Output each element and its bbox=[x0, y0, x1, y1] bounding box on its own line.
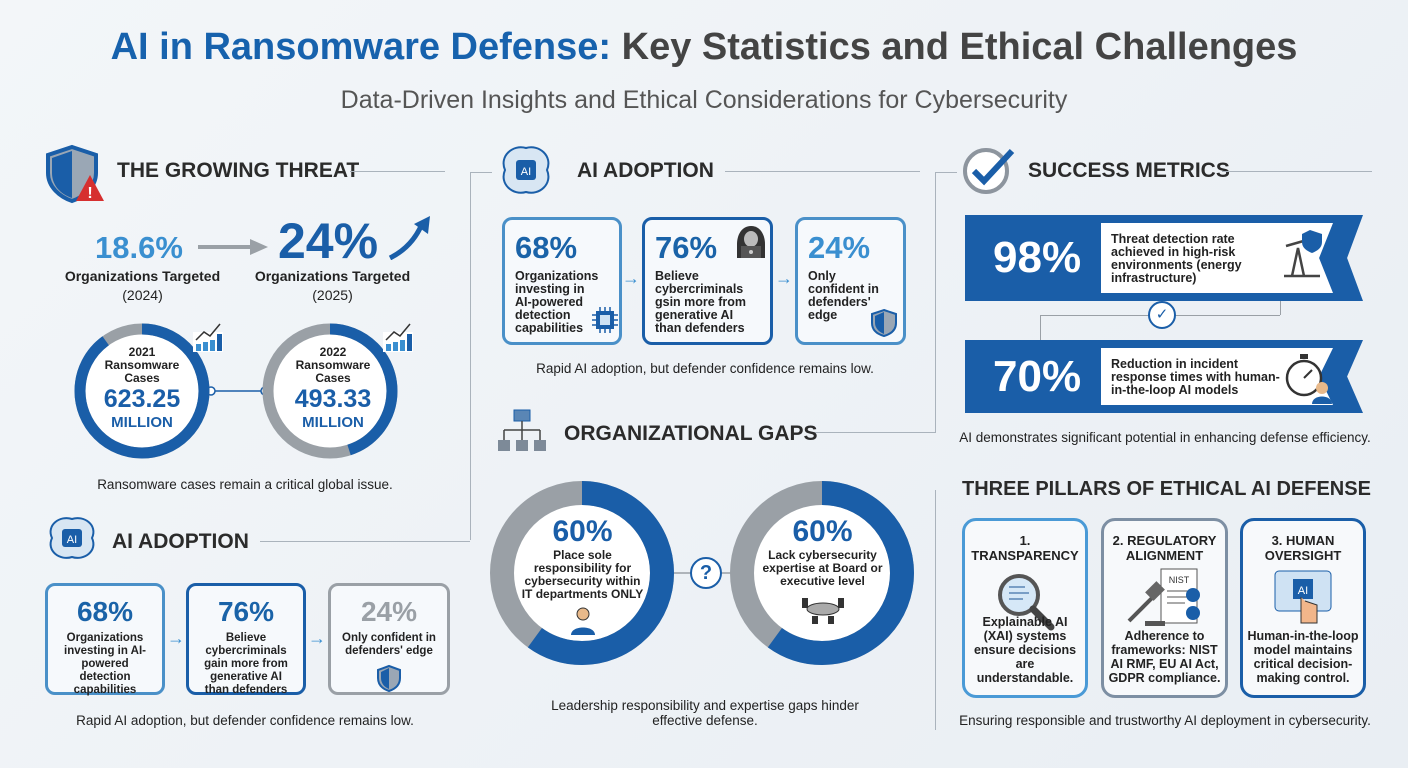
divider bbox=[935, 172, 957, 173]
check-circle-icon: ✓ bbox=[1148, 301, 1176, 329]
trend-up-arrow-icon bbox=[388, 216, 430, 260]
stat-2025-year: (2025) bbox=[312, 287, 353, 303]
section-heading-organizational-gaps: ORGANIZATIONAL GAPS bbox=[564, 422, 818, 445]
shield-warning-icon: ! bbox=[46, 144, 104, 204]
divider bbox=[725, 171, 920, 172]
page-title: AI in Ransomware Defense: Key Statistics… bbox=[110, 26, 1298, 68]
shield-icon bbox=[377, 664, 401, 693]
boardroom-icon bbox=[801, 598, 844, 624]
connector-line bbox=[1040, 315, 1041, 341]
hacker-icon bbox=[737, 226, 765, 258]
chart-growth-icon bbox=[383, 323, 413, 352]
divider bbox=[470, 172, 471, 540]
gavel-document-icon: NIST bbox=[1127, 568, 1200, 626]
shield-icon bbox=[871, 308, 897, 338]
divider bbox=[808, 432, 936, 433]
checkmark-icon bbox=[963, 148, 1015, 194]
svg-text:AI: AI bbox=[521, 166, 531, 178]
stat-card: 24% Only confident in defenders' edge bbox=[328, 583, 450, 695]
ring-fill bbox=[262, 323, 398, 459]
question-icon: ? bbox=[690, 557, 722, 589]
org-gaps-rings bbox=[490, 481, 914, 665]
divider bbox=[935, 172, 936, 432]
arrow-right-icon bbox=[198, 239, 268, 255]
stat-card: 68% Organizations investing in AI-powered… bbox=[45, 583, 165, 696]
org-gaps-caption: Leadership responsibility and expertise … bbox=[551, 698, 859, 728]
pillar-transparency: 1. TRANSPARENCY Explainable AI (XAI) sys… bbox=[962, 518, 1088, 698]
arrow-right-icon: → bbox=[775, 268, 793, 288]
stopwatch-person-icon bbox=[1285, 354, 1332, 404]
ring-fill bbox=[730, 481, 914, 665]
divider bbox=[260, 541, 470, 542]
ring-fill bbox=[74, 323, 210, 459]
ring-it-responsibility bbox=[490, 481, 674, 665]
section-heading-success-metrics: SUCCESS METRICS bbox=[1028, 159, 1230, 182]
arrow-right-icon: → bbox=[308, 628, 326, 648]
stat-card: 76% Believe cybercriminals gain more from… bbox=[186, 583, 306, 696]
svg-text:AI: AI bbox=[1298, 585, 1308, 597]
success-caption: AI demonstrates significant potential in… bbox=[959, 430, 1371, 445]
divider bbox=[470, 172, 492, 173]
stat-2025-value: 24% bbox=[278, 213, 379, 269]
chip-icon bbox=[592, 307, 618, 333]
stat-card: 76% Believe cybercriminals gsin more from… bbox=[642, 217, 773, 345]
ring-fill bbox=[490, 481, 674, 665]
ring-board-expertise bbox=[730, 481, 914, 665]
stat-card: 68% Organizations investing in AI-powered… bbox=[502, 217, 622, 345]
divider bbox=[1222, 171, 1372, 172]
ring-board-text: 60% Lack cybersecurity expertise at Board… bbox=[760, 515, 885, 629]
pillars-caption: Ensuring responsible and trustworthy AI … bbox=[959, 713, 1371, 728]
chart-growth-icon bbox=[193, 323, 223, 352]
divider bbox=[935, 490, 936, 730]
ring-2021 bbox=[74, 323, 210, 459]
org-chart-icon bbox=[498, 409, 546, 451]
page-subtitle: Data-Driven Insights and Ethical Conside… bbox=[340, 86, 1068, 114]
section-heading-growing-threat: THE GROWING THREAT bbox=[117, 159, 360, 182]
ransomware-rings bbox=[74, 323, 398, 459]
pillar-regulatory-alignment: 2. REGULATORY ALIGNMENT NIST Adherence t… bbox=[1101, 518, 1228, 698]
ring-2022 bbox=[262, 323, 398, 459]
oil-pump-shield-icon bbox=[1284, 230, 1322, 278]
ai-brain-icon: AI bbox=[502, 146, 550, 194]
section-heading-ai-adoption: AI ADOPTION bbox=[577, 159, 714, 182]
arrow-right-icon: → bbox=[167, 628, 185, 648]
stat-2024-value: 18.6% bbox=[95, 230, 183, 265]
ai-adoption-mid-caption: Rapid AI adoption, but defender confiden… bbox=[536, 361, 874, 376]
ai-brain-icon: AI bbox=[49, 517, 95, 559]
ai-touch-hand-icon: AI bbox=[1274, 570, 1332, 624]
ring-2021-text: 2021 Ransomware Cases 623.25 MILLION bbox=[103, 345, 181, 432]
svg-text:AI: AI bbox=[67, 534, 77, 546]
ring-it-text: 60% Place sole responsibility for cyberse… bbox=[520, 515, 645, 640]
magnifying-glass-icon bbox=[998, 574, 1055, 631]
connector-line bbox=[1280, 301, 1281, 315]
stat-card: 24% Only confident in defenders' edge bbox=[795, 217, 906, 345]
svg-text:!: ! bbox=[87, 185, 92, 202]
stat-2024-year: (2024) bbox=[122, 287, 163, 303]
svg-text:NIST: NIST bbox=[1168, 575, 1189, 585]
growing-threat-caption: Ransomware cases remain a critical globa… bbox=[97, 477, 393, 492]
arrow-right-icon: → bbox=[622, 268, 640, 288]
section-heading-three-pillars: THREE PILLARS OF ETHICAL AI DEFENSE bbox=[962, 478, 1371, 500]
stat-2024-label: Organizations Targeted bbox=[64, 268, 221, 284]
section-heading-ai-adoption: AI ADOPTION bbox=[112, 530, 249, 553]
ai-adoption-left-caption: Rapid AI adoption, but defender confiden… bbox=[76, 713, 414, 728]
stat-2025-label: Organizations Targeted bbox=[254, 268, 411, 284]
ring-2022-text: 2022 Ransomware Cases 493.33 MILLION bbox=[294, 345, 372, 432]
person-icon bbox=[570, 607, 595, 635]
divider bbox=[350, 171, 445, 172]
pillar-human-oversight: 3. HUMAN OVERSIGHT AI Human-in-the-loop … bbox=[1240, 518, 1366, 698]
